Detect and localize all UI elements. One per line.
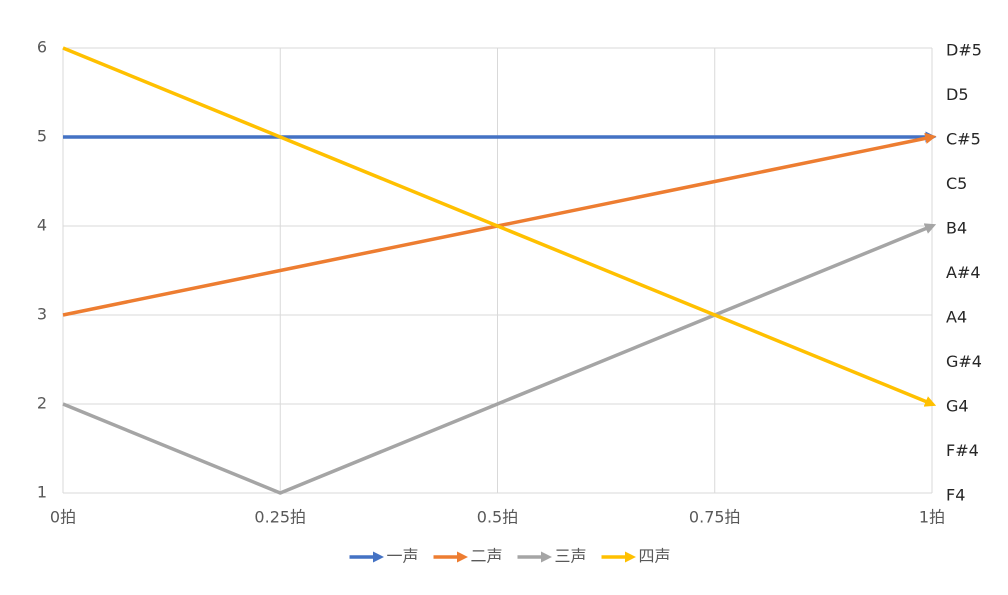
y2-tick-label: G#4 — [946, 352, 982, 371]
x-tick-label: 0.25拍 — [254, 508, 306, 527]
series-line — [62, 46, 937, 407]
x-tick-label: 0拍 — [50, 508, 76, 527]
y-tick-label: 6 — [37, 38, 47, 57]
y2-tick-label: F#4 — [946, 441, 979, 460]
x-tick-label: 0.5拍 — [477, 508, 518, 527]
y-tick-label: 4 — [37, 216, 47, 235]
y-tick-label: 5 — [37, 127, 47, 146]
y2-tick-label: G4 — [946, 397, 969, 416]
x-tick-label: 1拍 — [919, 508, 945, 527]
legend-label: 三声 — [555, 547, 587, 566]
y2-tick-label: C5 — [946, 174, 967, 193]
y2-tick-label: A4 — [946, 308, 967, 327]
legend-label: 二声 — [471, 547, 503, 566]
series-line — [62, 223, 937, 495]
y2-tick-label: D#5 — [946, 41, 982, 60]
y2-tick-label: B4 — [946, 219, 967, 238]
x-tick-label: 0.75拍 — [689, 508, 741, 527]
y-tick-label: 2 — [37, 394, 47, 413]
y2-tick-label: D5 — [946, 85, 969, 104]
y-tick-label: 3 — [37, 305, 47, 324]
y2-tick-label: F4 — [946, 486, 965, 505]
y2-tick-label: A#4 — [946, 263, 981, 282]
legend-label: 一声 — [387, 547, 419, 566]
y2-tick-label: C#5 — [946, 130, 981, 149]
y-tick-label: 1 — [37, 483, 47, 502]
legend-label: 四声 — [639, 547, 671, 566]
